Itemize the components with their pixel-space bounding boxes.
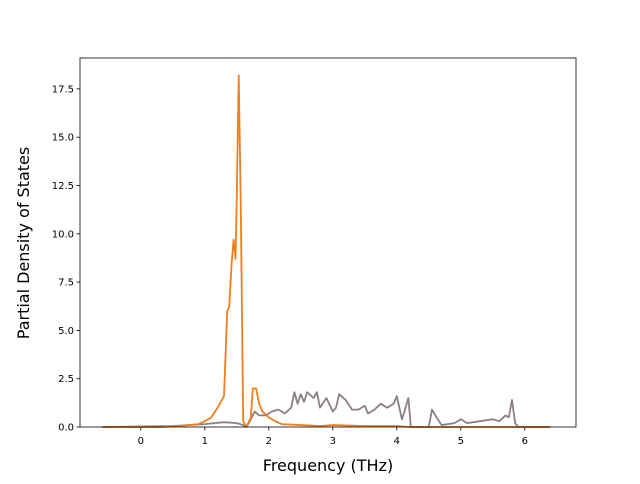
x-tick-label: 5 (458, 436, 464, 447)
y-axis-label: Partial Density of States (14, 147, 33, 339)
line-series (102, 74, 551, 428)
x-axis-label: Frequency (THz) (263, 456, 393, 475)
y-tick-label: 5.0 (58, 326, 74, 337)
y-tick-label: 2.5 (58, 374, 74, 385)
y-tick-label: 7.5 (58, 278, 74, 289)
y-tick-label: 17.5 (52, 84, 74, 95)
y-tick-label: 0.0 (58, 423, 74, 434)
y-tick-label: 10.0 (52, 229, 74, 240)
x-tick-label: 3 (330, 436, 336, 447)
x-tick-label: 0 (138, 436, 144, 447)
x-tick-label: 4 (394, 436, 400, 447)
x-tick-label: 2 (266, 436, 272, 447)
line-series (102, 391, 551, 428)
x-tick-label: 6 (522, 436, 528, 447)
y-tick-label: 12.5 (52, 181, 74, 192)
x-tick-label: 1 (202, 436, 208, 447)
y-tick-label: 15.0 (52, 133, 74, 144)
plot-frame (79, 57, 577, 428)
